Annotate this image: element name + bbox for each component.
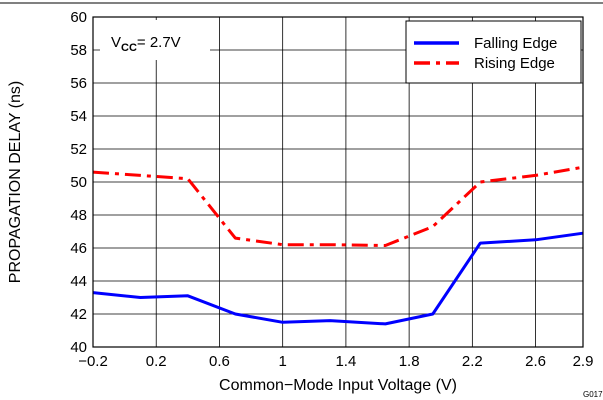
annotation-box [100,20,210,60]
series-line-falling-edge [92,231,584,326]
x-tick-label: 1.8 [399,353,420,370]
y-tick-label: 54 [70,108,87,125]
x-tick-label: 1.4 [335,353,356,370]
x-tick-label: 2.2 [462,353,483,370]
y-tick-label: 50 [70,174,87,191]
x-tick-label: 1 [279,353,287,370]
x-tick-label: 0.6 [209,353,230,370]
series-line-rising-edge [92,165,584,247]
figure-id: G017 [583,390,603,399]
legend-label-falling: Falling Edge [474,35,557,52]
x-tick-label: −0.2 [78,353,108,370]
plot-frame [92,16,584,348]
legend: Falling Edge Rising Edge [405,20,582,84]
y-tick-label: 56 [70,75,87,92]
y-tick-label: 42 [70,306,87,323]
vcc-suffix: = 2.7V [137,34,181,51]
y-tick-label: 44 [70,273,87,290]
y-tick-label: 46 [70,240,87,257]
vcc-subscript: CC [121,42,137,54]
vcc-annotation: VCC= 2.7V [111,34,181,54]
y-tick-label: 52 [70,141,87,158]
y-tick-label: 48 [70,207,87,224]
x-tick-label: 2.6 [525,353,546,370]
x-axis-title: Common−Mode Input Voltage (V) [219,377,457,394]
y-tick-label: 60 [70,9,87,26]
y-axis-title: PROPAGATION DELAY (ns) [7,81,24,283]
y-tick-label: 40 [70,339,87,356]
tick-labels: −0.2 0.2 0.6 1 1.4 1.8 2.2 2.6 2.9 40 42 44 46 48 50 52… [70,9,593,370]
vcc-prefix: V [111,34,121,51]
legend-label-rising: Rising Edge [474,55,555,72]
x-tick-label: 0.2 [146,353,167,370]
legend-box [405,20,582,84]
series-layer [92,165,584,326]
y-tick-label: 58 [70,42,87,59]
x-tick-label: 2.9 [573,353,594,370]
